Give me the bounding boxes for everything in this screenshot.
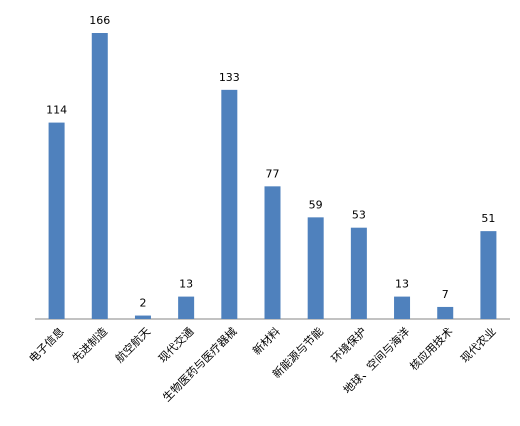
x-tick-label: 现代交通 — [155, 324, 196, 365]
data-label: 13 — [395, 278, 409, 291]
bar — [264, 186, 281, 319]
data-label: 114 — [46, 104, 67, 117]
bar — [221, 89, 238, 319]
bar — [48, 122, 65, 319]
x-tick-label: 环境保护 — [328, 324, 369, 365]
data-label: 77 — [266, 167, 280, 180]
bar — [394, 296, 411, 319]
x-tick-label: 现代农业 — [458, 324, 499, 365]
x-tick-label: 先进制造 — [69, 324, 110, 365]
bar — [437, 306, 454, 319]
x-tick-label: 航空航天 — [112, 324, 153, 365]
data-label: 166 — [89, 14, 110, 27]
data-label: 7 — [442, 288, 449, 301]
data-label: 51 — [481, 212, 495, 225]
bar — [350, 227, 367, 319]
data-label: 53 — [352, 209, 366, 222]
bar — [91, 33, 108, 319]
bar — [134, 315, 151, 319]
data-label: 133 — [219, 71, 240, 84]
bar — [480, 231, 497, 319]
x-tick-label: 电子信息 — [26, 324, 67, 365]
x-tick-label: 生物医药与医疗器械 — [160, 324, 240, 404]
x-tick-label: 核应用技术 — [407, 324, 456, 373]
bar — [178, 296, 195, 319]
x-tick-label: 新材料 — [250, 324, 283, 357]
bar — [307, 217, 324, 319]
data-label: 59 — [309, 198, 323, 211]
data-label: 13 — [179, 278, 193, 291]
data-label: 2 — [139, 297, 146, 310]
